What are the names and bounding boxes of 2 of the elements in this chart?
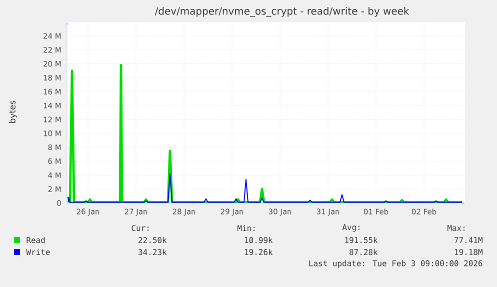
y-axis-title: bytes bbox=[8, 100, 18, 123]
chart-title: /dev/mapper/nvme_os_crypt - read/write - by week bbox=[154, 7, 410, 17]
